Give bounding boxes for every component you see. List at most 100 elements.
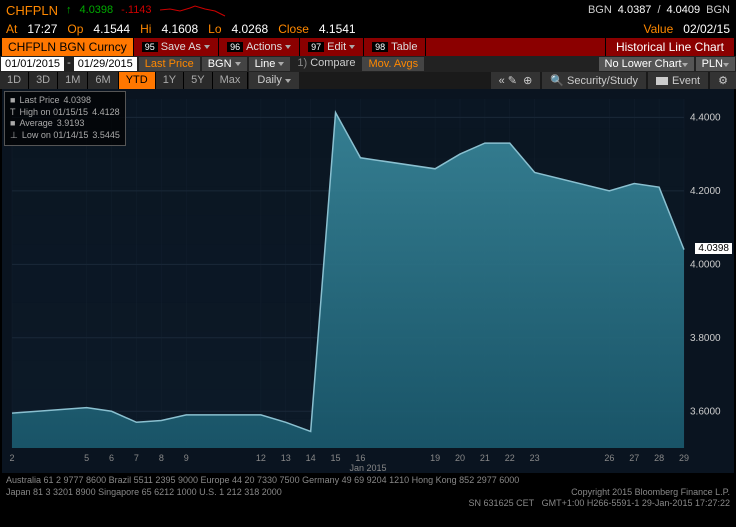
select-value: BGN — [208, 58, 232, 70]
legend-value: 4.4128 — [92, 107, 120, 119]
range-1y[interactable]: 1Y — [156, 72, 184, 89]
source-select[interactable]: BGN — [202, 57, 247, 71]
svg-text:4.0000: 4.0000 — [690, 259, 721, 270]
lo-label: Lo — [208, 22, 221, 36]
legend-label: High on 01/15/15 — [20, 107, 89, 119]
svg-text:13: 13 — [281, 453, 291, 463]
svg-text:16: 16 — [355, 453, 365, 463]
currency-select[interactable]: PLN — [696, 57, 735, 71]
frequency-select[interactable]: Daily — [249, 72, 299, 89]
settings-button[interactable]: ⚙ — [710, 72, 736, 89]
range-6m[interactable]: 6M — [88, 72, 118, 89]
svg-text:12: 12 — [256, 453, 266, 463]
security-study-button[interactable]: 🔍 Security/Study — [542, 72, 646, 89]
bgn-label-2: BGN — [706, 4, 730, 16]
at-label: At — [6, 22, 17, 36]
close-label: Close — [278, 22, 309, 36]
ticker-input[interactable]: CHFPLN BGN Curncy — [2, 38, 133, 56]
svg-text:15: 15 — [331, 453, 341, 463]
lower-chart-select[interactable]: No Lower Chart — [599, 57, 694, 71]
legend-label: Average — [19, 118, 52, 130]
symbol: CHFPLN — [6, 3, 58, 18]
tab-label: Actions — [246, 41, 282, 53]
legend-label: Last Price — [19, 95, 59, 107]
price-change: -.1143 — [121, 4, 151, 16]
close-value: 4.1541 — [319, 22, 356, 36]
svg-text:5: 5 — [84, 453, 89, 463]
svg-text:29: 29 — [679, 453, 689, 463]
svg-text:27: 27 — [629, 453, 639, 463]
chevron-down-icon — [278, 62, 284, 66]
svg-text:6: 6 — [109, 453, 114, 463]
svg-text:22: 22 — [505, 453, 515, 463]
ask: 4.0409 — [667, 4, 701, 16]
price-tag: 4.0398 — [695, 243, 732, 254]
footer: Australia 61 2 9777 8600 Brazil 5511 239… — [0, 473, 736, 512]
chevron-down-icon — [723, 63, 729, 67]
mov-avgs-select[interactable]: Mov. Avgs — [362, 57, 424, 71]
tab-edit[interactable]: 97Edit — [300, 38, 363, 56]
tab-actions[interactable]: 96Actions — [219, 38, 299, 56]
svg-text:Jan 2015: Jan 2015 — [349, 463, 386, 473]
value-label: Value — [643, 22, 673, 36]
page-title: Historical Line Chart — [606, 38, 734, 56]
last-price: 4.0398 — [80, 4, 114, 16]
range-max[interactable]: Max — [213, 72, 249, 89]
tab-label: Table — [391, 41, 417, 53]
bgn-label: BGN — [588, 4, 612, 16]
t-high-icon: T — [10, 107, 16, 119]
chart-type-select[interactable]: Line — [249, 57, 291, 71]
event-button[interactable]: Event — [648, 72, 708, 89]
line-chart: 3.60003.80004.00004.20004.40002567891213… — [2, 89, 734, 473]
svg-text:2: 2 — [9, 453, 14, 463]
compare-label: Compare — [310, 57, 355, 69]
svg-text:14: 14 — [306, 453, 316, 463]
svg-text:8: 8 — [159, 453, 164, 463]
tab-label: Save As — [161, 41, 201, 53]
footer-timestamp: GMT+1:00 H266-5591-1 29-Jan-2015 17:27:2… — [542, 498, 730, 508]
legend-value: 4.0398 — [63, 95, 91, 107]
svg-text:19: 19 — [430, 453, 440, 463]
chevron-down-icon — [682, 63, 688, 67]
last-price-label: Last Price — [139, 57, 200, 71]
range-1d[interactable]: 1D — [0, 72, 29, 89]
svg-text:23: 23 — [530, 453, 540, 463]
svg-text:7: 7 — [134, 453, 139, 463]
at-value: 17:27 — [27, 22, 57, 36]
op-value: 4.1544 — [93, 22, 130, 36]
svg-text:4.2000: 4.2000 — [690, 186, 721, 197]
tab-num: 98 — [372, 42, 388, 52]
chevron-down-icon — [235, 62, 241, 66]
hi-value: 4.1608 — [161, 22, 198, 36]
svg-text:3.8000: 3.8000 — [690, 333, 721, 344]
svg-text:20: 20 — [455, 453, 465, 463]
chevron-down-icon — [204, 45, 210, 49]
chart-legend: ■Last Price 4.0398 THigh on 01/15/15 4.4… — [4, 91, 126, 146]
select-value: Line — [255, 58, 276, 70]
tab-label: Edit — [327, 41, 346, 53]
range-5y[interactable]: 5Y — [184, 72, 212, 89]
date-from-input[interactable]: 01/01/2015 — [1, 57, 64, 71]
value-date: 02/02/15 — [683, 22, 730, 36]
chevron-down-icon — [285, 45, 291, 49]
range-ytd[interactable]: YTD — [119, 72, 156, 89]
footer-sn: SN 631625 CET — [469, 498, 535, 508]
tools-button[interactable]: « ✎ ⊕ — [491, 72, 541, 89]
compare-button[interactable]: 1) Compare — [291, 56, 361, 72]
tab-num: 96 — [227, 42, 243, 52]
svg-text:4.4000: 4.4000 — [690, 112, 721, 123]
range-1m[interactable]: 1M — [58, 72, 88, 89]
svg-text:28: 28 — [654, 453, 664, 463]
date-to-input[interactable]: 01/29/2015 — [74, 57, 137, 71]
tab-table[interactable]: 98Table — [364, 38, 425, 56]
svg-text:21: 21 — [480, 453, 490, 463]
tab-num: 95 — [142, 42, 158, 52]
chart-area[interactable]: 3.60003.80004.00004.20004.40002567891213… — [2, 89, 734, 473]
footer-line2a: Japan 81 3 3201 8900 Singapore 65 6212 1… — [6, 487, 282, 499]
range-3d[interactable]: 3D — [29, 72, 58, 89]
tab-save-as[interactable]: 95Save As — [134, 38, 218, 56]
tab-num: 97 — [308, 42, 324, 52]
op-label: Op — [67, 22, 83, 36]
select-value: PLN — [702, 58, 723, 70]
legend-value: 3.9193 — [57, 118, 85, 130]
